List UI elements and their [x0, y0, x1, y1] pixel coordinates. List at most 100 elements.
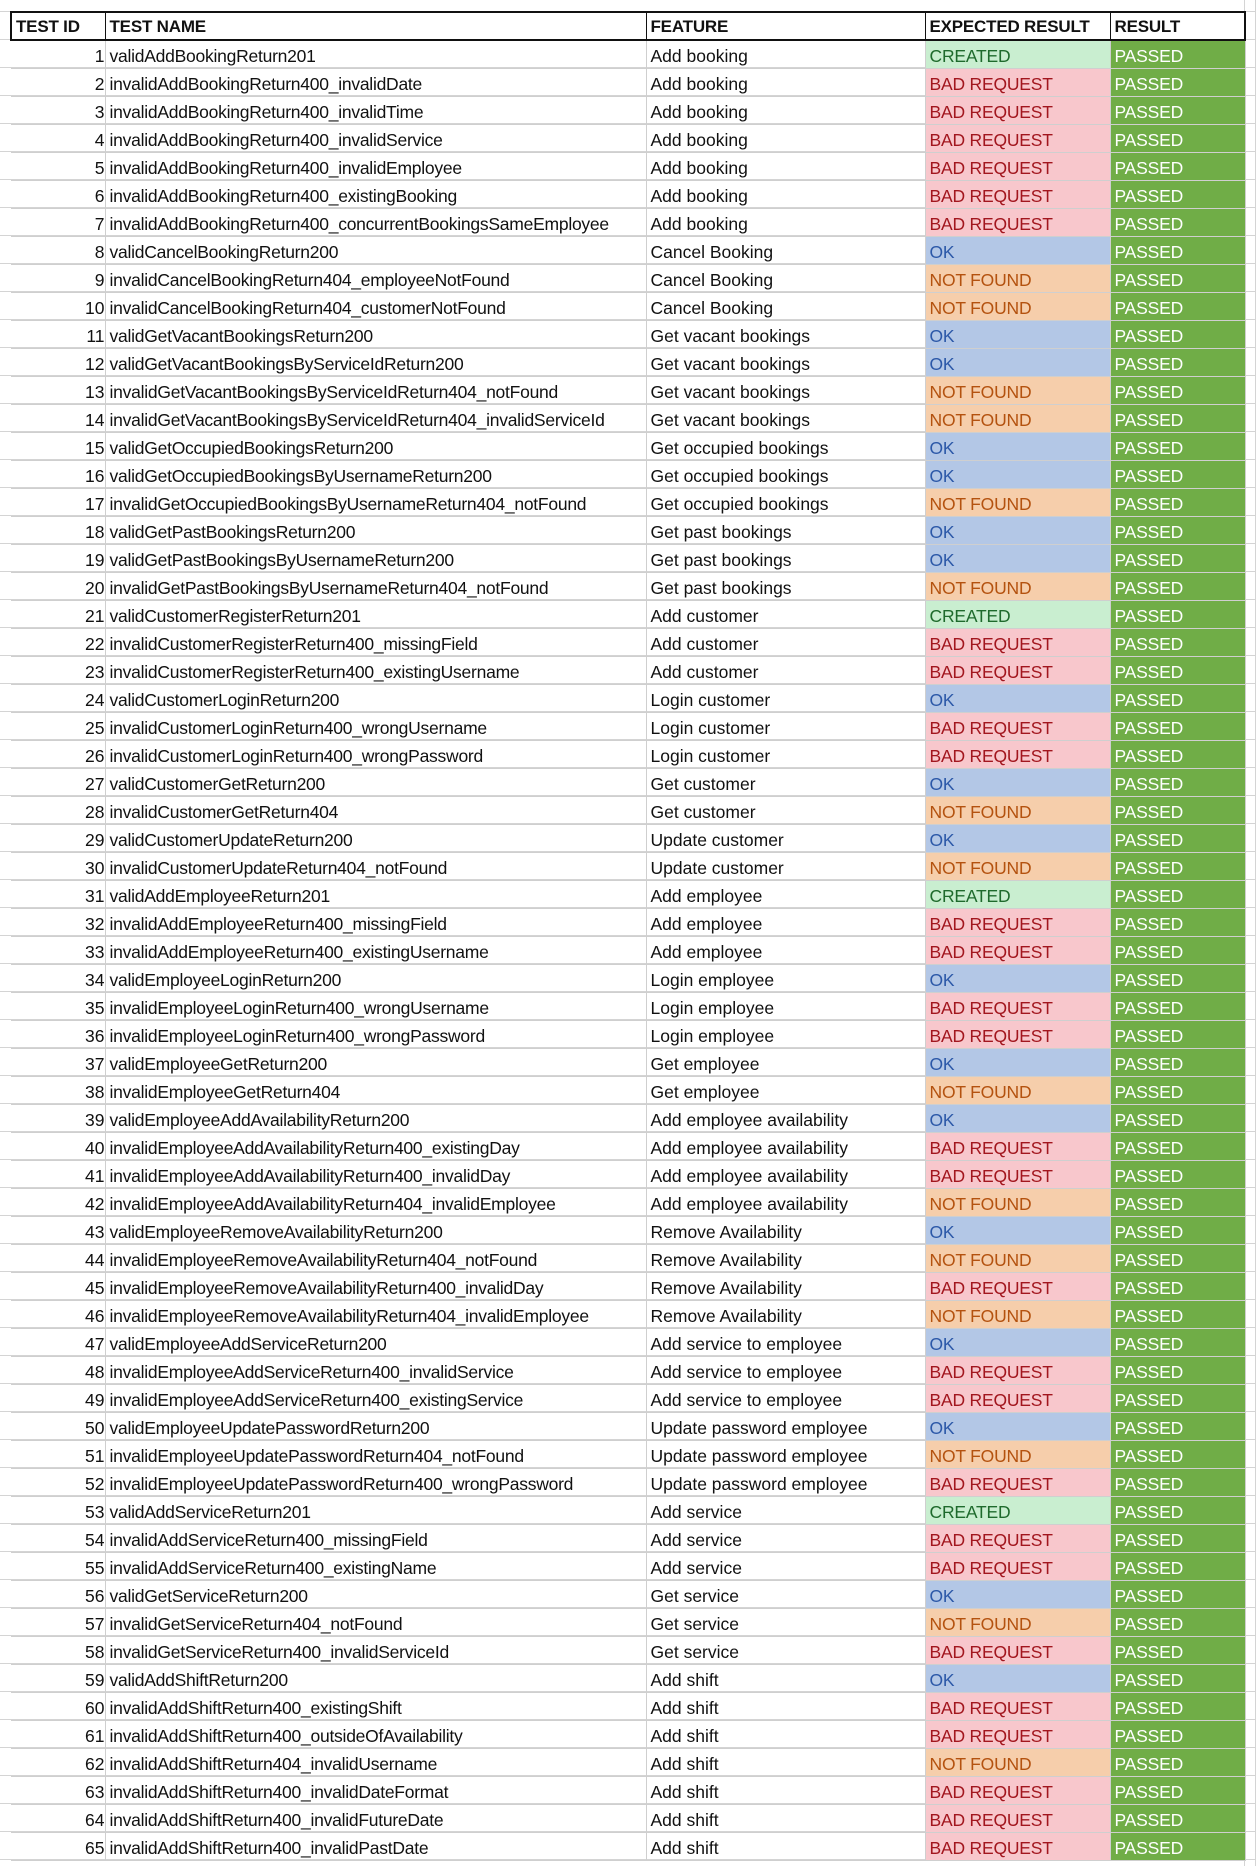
- test-name-cell[interactable]: validEmployeeAddAvailabilityReturn200: [105, 1104, 647, 1133]
- test-name-cell[interactable]: invalidEmployeeLoginReturn400_wrongPassw…: [105, 1020, 647, 1049]
- test-name-cell[interactable]: invalidCustomerGetReturn404: [105, 796, 647, 825]
- result-cell[interactable]: PASSED: [1110, 180, 1246, 209]
- feature-cell[interactable]: Add shift: [646, 1664, 926, 1693]
- test-name-cell[interactable]: invalidCustomerUpdateReturn404_notFound: [105, 852, 647, 881]
- test-name-cell[interactable]: invalidCustomerLoginReturn400_wrongUsern…: [105, 712, 647, 741]
- result-cell[interactable]: PASSED: [1110, 1776, 1246, 1805]
- feature-cell[interactable]: Add booking: [646, 40, 926, 69]
- test-id-cell[interactable]: 8: [11, 236, 106, 265]
- test-name-cell[interactable]: invalidEmployeeRemoveAvailabilityReturn4…: [105, 1272, 647, 1301]
- test-id-cell[interactable]: 60: [11, 1692, 106, 1721]
- expected-result-cell[interactable]: BAD REQUEST: [925, 1160, 1111, 1189]
- expected-result-cell[interactable]: BAD REQUEST: [925, 1720, 1111, 1749]
- feature-cell[interactable]: Get vacant bookings: [646, 320, 926, 349]
- feature-cell[interactable]: Add employee availability: [646, 1160, 926, 1189]
- expected-result-cell[interactable]: BAD REQUEST: [925, 1356, 1111, 1385]
- test-name-cell[interactable]: validCustomerLoginReturn200: [105, 684, 647, 713]
- feature-cell[interactable]: Add booking: [646, 96, 926, 125]
- test-name-cell[interactable]: invalidAddShiftReturn400_existingShift: [105, 1692, 647, 1721]
- result-cell[interactable]: PASSED: [1110, 208, 1246, 237]
- expected-result-cell[interactable]: OK: [925, 824, 1111, 853]
- result-cell[interactable]: PASSED: [1110, 1020, 1246, 1049]
- test-id-cell[interactable]: 16: [11, 460, 106, 489]
- test-id-cell[interactable]: 2: [11, 68, 106, 97]
- feature-cell[interactable]: Add employee: [646, 880, 926, 909]
- test-id-cell[interactable]: 21: [11, 600, 106, 629]
- result-cell[interactable]: PASSED: [1110, 656, 1246, 685]
- feature-cell[interactable]: Add customer: [646, 656, 926, 685]
- feature-cell[interactable]: Remove Availability: [646, 1244, 926, 1273]
- test-id-cell[interactable]: 61: [11, 1720, 106, 1749]
- result-cell[interactable]: PASSED: [1110, 1160, 1246, 1189]
- expected-result-cell[interactable]: NOT FOUND: [925, 404, 1111, 433]
- expected-result-cell[interactable]: CREATED: [925, 600, 1111, 629]
- test-id-cell[interactable]: 9: [11, 264, 106, 293]
- expected-result-cell[interactable]: OK: [925, 1104, 1111, 1133]
- test-id-cell[interactable]: 38: [11, 1076, 106, 1105]
- test-name-cell[interactable]: invalidEmployeeAddServiceReturn400_inval…: [105, 1356, 647, 1385]
- test-id-cell[interactable]: 31: [11, 880, 106, 909]
- expected-result-cell[interactable]: NOT FOUND: [925, 264, 1111, 293]
- test-name-cell[interactable]: invalidAddBookingReturn400_existingBooki…: [105, 180, 647, 209]
- test-id-cell[interactable]: 59: [11, 1664, 106, 1693]
- test-name-cell[interactable]: invalidEmployeeRemoveAvailabilityReturn4…: [105, 1244, 647, 1273]
- expected-result-cell[interactable]: NOT FOUND: [925, 852, 1111, 881]
- expected-result-cell[interactable]: BAD REQUEST: [925, 1636, 1111, 1665]
- result-cell[interactable]: PASSED: [1110, 1580, 1246, 1609]
- result-cell[interactable]: PASSED: [1110, 40, 1246, 69]
- expected-result-cell[interactable]: BAD REQUEST: [925, 1384, 1111, 1413]
- test-name-cell[interactable]: validGetVacantBookingsByServiceIdReturn2…: [105, 348, 647, 377]
- expected-result-cell[interactable]: NOT FOUND: [925, 796, 1111, 825]
- test-name-cell[interactable]: validGetServiceReturn200: [105, 1580, 647, 1609]
- test-name-cell[interactable]: invalidAddServiceReturn400_existingName: [105, 1552, 647, 1581]
- expected-result-cell[interactable]: CREATED: [925, 40, 1111, 69]
- test-id-cell[interactable]: 54: [11, 1524, 106, 1553]
- test-id-cell[interactable]: 57: [11, 1608, 106, 1637]
- result-cell[interactable]: PASSED: [1110, 992, 1246, 1021]
- feature-cell[interactable]: Get past bookings: [646, 572, 926, 601]
- test-name-cell[interactable]: invalidEmployeeAddAvailabilityReturn400_…: [105, 1160, 647, 1189]
- result-cell[interactable]: PASSED: [1110, 1524, 1246, 1553]
- test-name-cell[interactable]: validCustomerUpdateReturn200: [105, 824, 647, 853]
- test-id-cell[interactable]: 22: [11, 628, 106, 657]
- result-cell[interactable]: PASSED: [1110, 712, 1246, 741]
- expected-result-cell[interactable]: BAD REQUEST: [925, 1804, 1111, 1833]
- result-cell[interactable]: PASSED: [1110, 740, 1246, 769]
- test-name-cell[interactable]: invalidAddShiftReturn400_invalidFutureDa…: [105, 1804, 647, 1833]
- result-cell[interactable]: PASSED: [1110, 152, 1246, 181]
- feature-cell[interactable]: Login employee: [646, 992, 926, 1021]
- test-name-cell[interactable]: invalidAddShiftReturn400_invalidDateForm…: [105, 1776, 647, 1805]
- expected-result-cell[interactable]: BAD REQUEST: [925, 936, 1111, 965]
- expected-result-cell[interactable]: BAD REQUEST: [925, 628, 1111, 657]
- expected-result-cell[interactable]: BAD REQUEST: [925, 1132, 1111, 1161]
- feature-cell[interactable]: Add booking: [646, 208, 926, 237]
- result-cell[interactable]: PASSED: [1110, 600, 1246, 629]
- test-name-cell[interactable]: validAddShiftReturn200: [105, 1664, 647, 1693]
- test-id-cell[interactable]: 11: [11, 320, 106, 349]
- test-name-cell[interactable]: validAddBookingReturn201: [105, 40, 647, 69]
- result-cell[interactable]: PASSED: [1110, 1804, 1246, 1833]
- test-name-cell[interactable]: validCancelBookingReturn200: [105, 236, 647, 265]
- feature-cell[interactable]: Add employee: [646, 936, 926, 965]
- test-name-cell[interactable]: invalidAddBookingReturn400_concurrentBoo…: [105, 208, 647, 237]
- feature-cell[interactable]: Get service: [646, 1636, 926, 1665]
- test-id-cell[interactable]: 49: [11, 1384, 106, 1413]
- header-feature[interactable]: FEATURE: [646, 11, 926, 41]
- expected-result-cell[interactable]: BAD REQUEST: [925, 908, 1111, 937]
- feature-cell[interactable]: Add service to employee: [646, 1328, 926, 1357]
- feature-cell[interactable]: Add service: [646, 1524, 926, 1553]
- test-id-cell[interactable]: 33: [11, 936, 106, 965]
- test-id-cell[interactable]: 25: [11, 712, 106, 741]
- test-id-cell[interactable]: 37: [11, 1048, 106, 1077]
- test-id-cell[interactable]: 19: [11, 544, 106, 573]
- result-cell[interactable]: PASSED: [1110, 1328, 1246, 1357]
- expected-result-cell[interactable]: BAD REQUEST: [925, 180, 1111, 209]
- result-cell[interactable]: PASSED: [1110, 1272, 1246, 1301]
- test-name-cell[interactable]: invalidEmployeeAddAvailabilityReturn404_…: [105, 1188, 647, 1217]
- result-cell[interactable]: PASSED: [1110, 460, 1246, 489]
- expected-result-cell[interactable]: BAD REQUEST: [925, 1552, 1111, 1581]
- result-cell[interactable]: PASSED: [1110, 1552, 1246, 1581]
- result-cell[interactable]: PASSED: [1110, 1244, 1246, 1273]
- expected-result-cell[interactable]: BAD REQUEST: [925, 1272, 1111, 1301]
- test-id-cell[interactable]: 28: [11, 796, 106, 825]
